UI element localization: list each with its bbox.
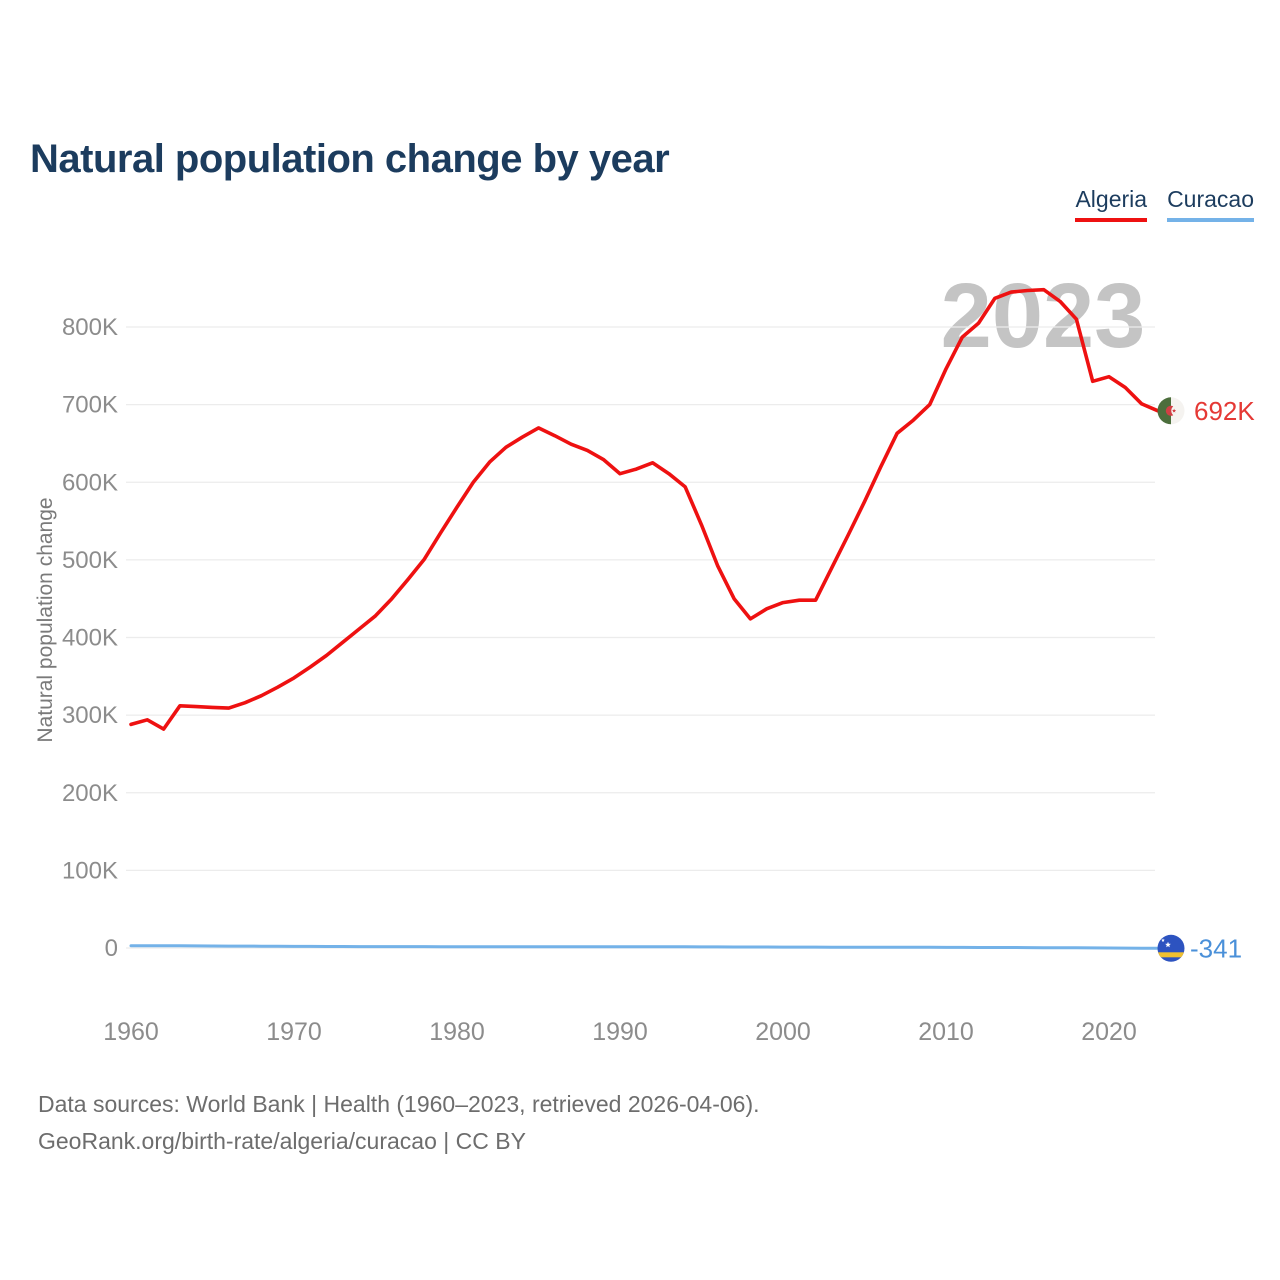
curacao-flag-icon [1157, 934, 1185, 962]
y-tick-label: 500K [62, 547, 118, 574]
source-line-1: Data sources: World Bank | Health (1960–… [38, 1091, 760, 1117]
curacao-line[interactable] [129, 944, 1160, 950]
y-tick-label: 600K [62, 469, 118, 496]
page-title: Natural population change by year [30, 136, 670, 181]
y-tick-label: 100K [62, 857, 118, 884]
algeria-line[interactable] [129, 287, 1160, 731]
x-tick-label: 1970 [266, 1018, 322, 1046]
x-tick-label: 2000 [755, 1018, 811, 1046]
legend-label-curacao: Curacao [1167, 186, 1254, 212]
y-tick-label: 700K [62, 392, 118, 419]
y-tick-label: 800K [62, 314, 118, 341]
source-note: Data sources: World Bank | Health (1960–… [38, 1086, 760, 1160]
y-tick-label: 200K [62, 780, 118, 807]
x-tick-label: 1990 [592, 1018, 648, 1046]
x-tick-label: 1960 [103, 1018, 159, 1046]
y-tick-label: 300K [62, 702, 118, 729]
x-tick-label: 2010 [918, 1018, 974, 1046]
y-tick-label: 0 [105, 935, 118, 962]
source-line-2: GeoRank.org/birth-rate/algeria/curacao |… [38, 1128, 526, 1154]
x-tick-label: 2020 [1081, 1018, 1137, 1046]
legend-item-curacao[interactable]: Curacao [1167, 186, 1254, 222]
algeria-end-value: 692K [1194, 396, 1255, 426]
curacao-end-value: -341 [1190, 933, 1242, 963]
legend-item-algeria[interactable]: Algeria [1075, 186, 1148, 222]
watermark-year: 2023 [941, 265, 1146, 367]
algeria-flag-icon [1157, 397, 1185, 425]
legend-label-algeria: Algeria [1075, 186, 1148, 212]
x-tick-label: 1980 [429, 1018, 485, 1046]
y-tick-label: 400K [62, 625, 118, 652]
legend: Algeria Curacao [1075, 186, 1254, 222]
y-axis-title: Natural population change [34, 497, 57, 742]
